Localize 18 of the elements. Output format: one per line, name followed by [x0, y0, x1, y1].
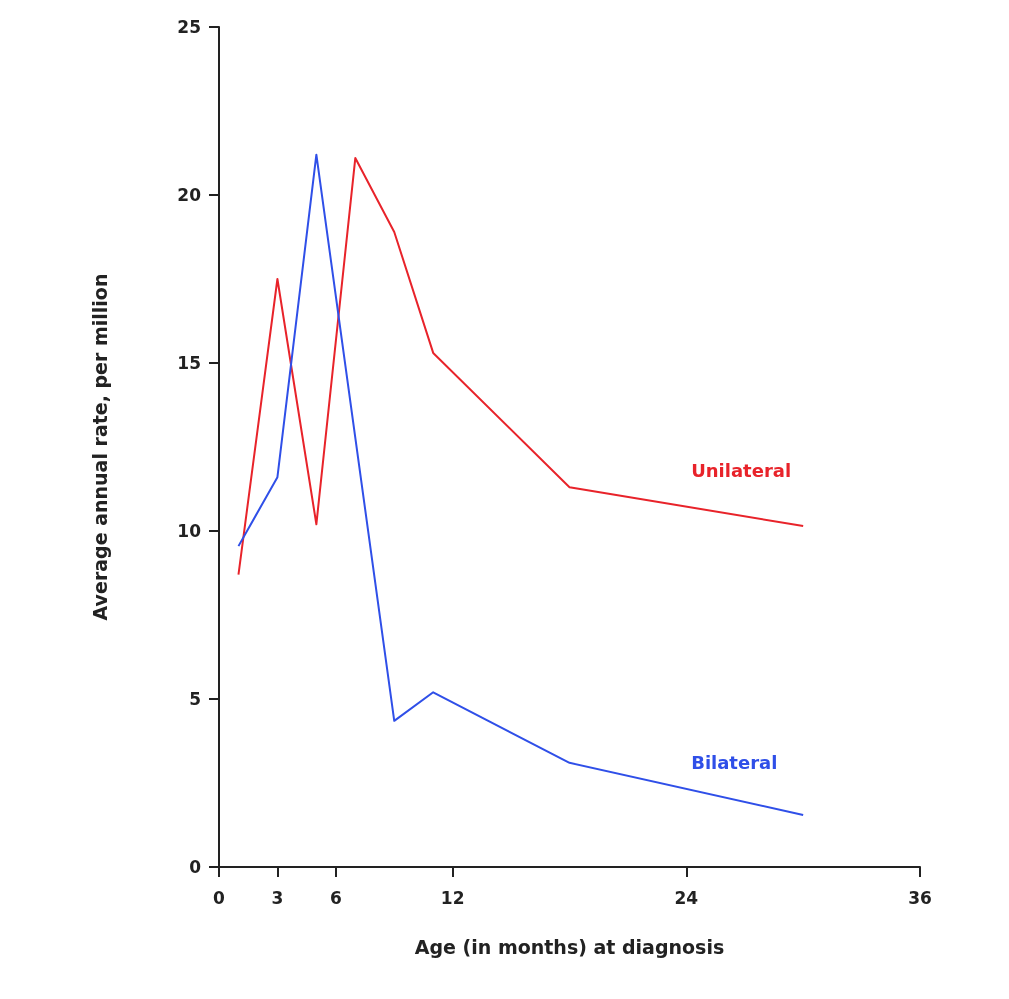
- x-axis-title: Age (in months) at diagnosis: [414, 935, 725, 958]
- y-tick-label: 0: [189, 857, 202, 877]
- x-tick-label: 0: [213, 887, 226, 908]
- y-tick-label: 15: [177, 353, 201, 373]
- line-series: [237, 153, 805, 816]
- y-tick-label: 5: [189, 689, 201, 709]
- x-tick-label: 12: [440, 887, 465, 908]
- line-series: [237, 157, 805, 576]
- y-tick-label: 20: [177, 185, 202, 205]
- x-tick-label: 6: [329, 887, 342, 908]
- y-tick-label: 25: [177, 17, 201, 37]
- y-axis-title: Average annual rate, per million: [88, 273, 111, 621]
- x-tick-label: 36: [908, 887, 932, 908]
- x-tick-label: 3: [271, 887, 284, 908]
- series-label: Unilateral: [691, 460, 792, 482]
- series-label: Bilateral: [691, 752, 778, 774]
- x-tick-label: 24: [674, 887, 699, 908]
- y-tick-label: 10: [177, 521, 202, 541]
